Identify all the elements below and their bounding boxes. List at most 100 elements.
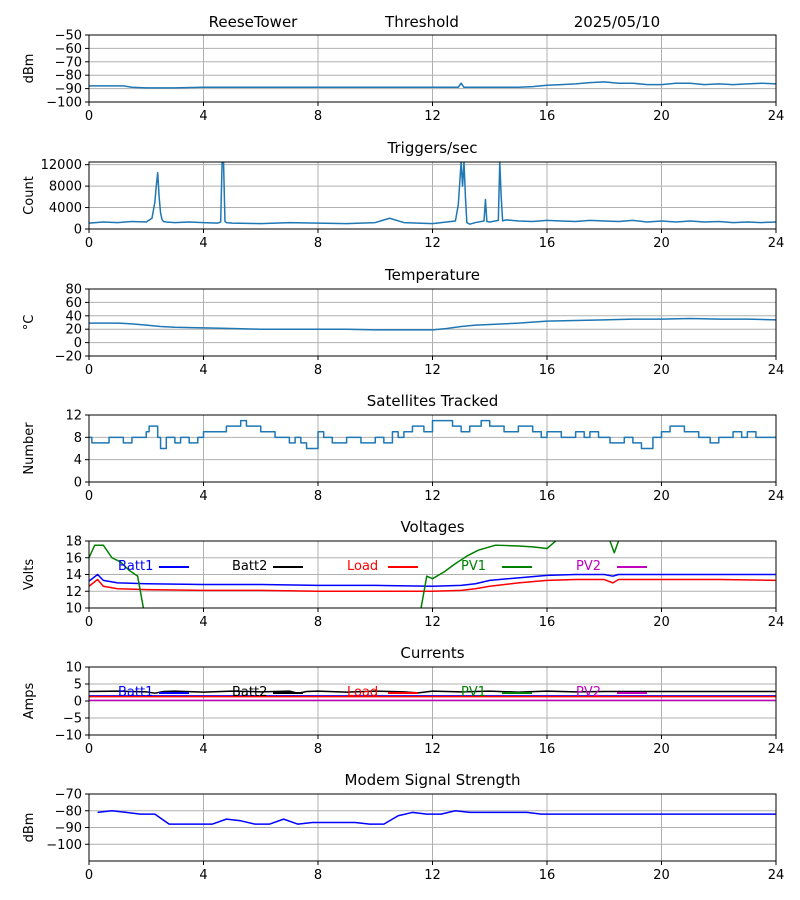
- y-tick-label: −60: [55, 42, 82, 57]
- plot-area: [89, 541, 776, 608]
- series-line: [89, 578, 776, 592]
- y-tick-label: 60: [65, 296, 82, 311]
- y-tick-label: 80: [65, 283, 82, 298]
- chart-panel: 0 4 8 12 16 20 24 0 4 8 12 Satellites Tracked Number: [22, 392, 784, 504]
- x-tick-label: 0: [85, 489, 93, 504]
- y-tick-label: 0: [74, 476, 82, 491]
- y-axis-label: dBm: [22, 813, 37, 843]
- y-tick-label: 10: [65, 602, 82, 617]
- chart-panel: 0 4 8 12 16 20 24 −100 −90 −80−70 Modem Signal Str…: [22, 771, 784, 883]
- y-tick-label: 0: [74, 695, 82, 710]
- legend-label: PV2: [576, 559, 601, 574]
- x-tick-label: 8: [314, 615, 322, 630]
- y-axis-label: Number: [22, 422, 37, 475]
- x-tick-label: 12: [424, 615, 441, 630]
- legend-label: Batt2: [232, 559, 267, 574]
- chart-title: Voltages: [400, 518, 464, 536]
- x-tick-label: 16: [539, 236, 556, 251]
- report-date: 2025/05/10: [574, 13, 660, 31]
- x-tick-label: 4: [199, 868, 207, 883]
- x-tick-label: 20: [653, 868, 670, 883]
- series-line: [89, 573, 776, 587]
- x-tick-label: 0: [85, 868, 93, 883]
- y-tick-label: −10: [55, 729, 82, 744]
- legend-label: Load: [347, 685, 378, 700]
- x-tick-label: 20: [653, 363, 670, 378]
- x-tick-label: 16: [539, 742, 556, 757]
- x-tick-label: 12: [424, 742, 441, 757]
- y-axis-label: Count: [22, 176, 37, 215]
- y-axis-label: Amps: [22, 682, 37, 719]
- plot-area: [89, 81, 776, 89]
- chart-panel: 0 4 8 12 16 20 24 −100−90−80−70−60−50 dBm: [22, 29, 784, 125]
- x-tick-label: 20: [653, 742, 670, 757]
- chart-title: Temperature: [384, 266, 480, 284]
- y-tick-label: −50: [55, 29, 82, 44]
- legend-label: PV2: [576, 685, 601, 700]
- chart-title: Triggers/sec: [387, 139, 478, 157]
- y-tick-label: 8: [74, 431, 82, 446]
- series-line: [89, 690, 776, 694]
- y-tick-label: 4000: [49, 201, 82, 216]
- y-tick-label: −80: [55, 804, 82, 819]
- legend: Batt1 Batt2 Load PV1 PV2: [118, 685, 647, 700]
- x-tick-label: 24: [768, 615, 785, 630]
- x-tick-label: 8: [314, 868, 322, 883]
- legend: Batt1 Batt2 Load PV1 PV2: [118, 559, 647, 574]
- y-tick-label: −100: [46, 96, 82, 111]
- plot-area: [89, 690, 776, 702]
- x-tick-label: 0: [85, 236, 93, 251]
- x-tick-label: 12: [424, 109, 441, 124]
- x-tick-label: 16: [539, 109, 556, 124]
- plot-area: [89, 317, 776, 331]
- x-tick-label: 8: [314, 489, 322, 504]
- x-tick-label: 12: [424, 868, 441, 883]
- y-tick-label: −5: [63, 712, 82, 727]
- x-tick-label: 0: [85, 363, 93, 378]
- x-tick-label: 24: [768, 489, 785, 504]
- plot-area: [97, 810, 776, 825]
- x-tick-label: 12: [424, 363, 441, 378]
- x-tick-label: 4: [199, 489, 207, 504]
- y-tick-label: −20: [55, 350, 82, 365]
- chart-panel: 0 4 8 12 16 20 24 0 4000 8000 12000 Triggers/sec Cou…: [22, 139, 784, 251]
- legend-label: PV1: [461, 685, 486, 700]
- series-line: [89, 419, 776, 450]
- plot-area: [89, 162, 776, 225]
- y-tick-label: 20: [65, 323, 82, 338]
- legend-label: Batt2: [232, 685, 267, 700]
- x-tick-label: 20: [653, 615, 670, 630]
- x-tick-label: 4: [199, 742, 207, 757]
- legend-label: Batt1: [118, 685, 153, 700]
- chart-title: Satellites Tracked: [367, 392, 498, 410]
- x-tick-label: 0: [85, 109, 93, 124]
- y-axis-label: Volts: [22, 559, 37, 591]
- series-line: [420, 541, 557, 608]
- station-name: ReeseTower: [209, 13, 299, 31]
- series-line: [89, 544, 145, 608]
- x-tick-label: 20: [653, 236, 670, 251]
- x-tick-label: 24: [768, 109, 785, 124]
- chart-title: Currents: [400, 644, 464, 662]
- x-tick-label: 16: [539, 615, 556, 630]
- x-tick-label: 12: [424, 489, 441, 504]
- y-tick-label: 12: [65, 409, 82, 424]
- legend-label: PV1: [461, 559, 486, 574]
- x-tick-label: 8: [314, 742, 322, 757]
- y-tick-label: 14: [65, 568, 82, 583]
- x-tick-label: 0: [85, 742, 93, 757]
- figure-header: ReeseTower Threshold 2025/05/10: [209, 13, 661, 31]
- series-line: [609, 541, 620, 554]
- x-tick-label: 4: [199, 109, 207, 124]
- y-axis-label: °C: [22, 315, 37, 331]
- series-line: [89, 81, 776, 89]
- y-tick-label: −90: [55, 82, 82, 97]
- x-tick-label: 12: [424, 236, 441, 251]
- x-tick-label: 4: [199, 363, 207, 378]
- page-name: Threshold: [384, 13, 459, 31]
- x-tick-label: 24: [768, 363, 785, 378]
- x-tick-label: 4: [199, 615, 207, 630]
